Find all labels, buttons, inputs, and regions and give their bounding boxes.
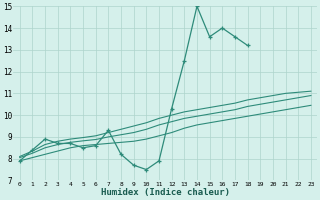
X-axis label: Humidex (Indice chaleur): Humidex (Indice chaleur)	[101, 188, 230, 197]
